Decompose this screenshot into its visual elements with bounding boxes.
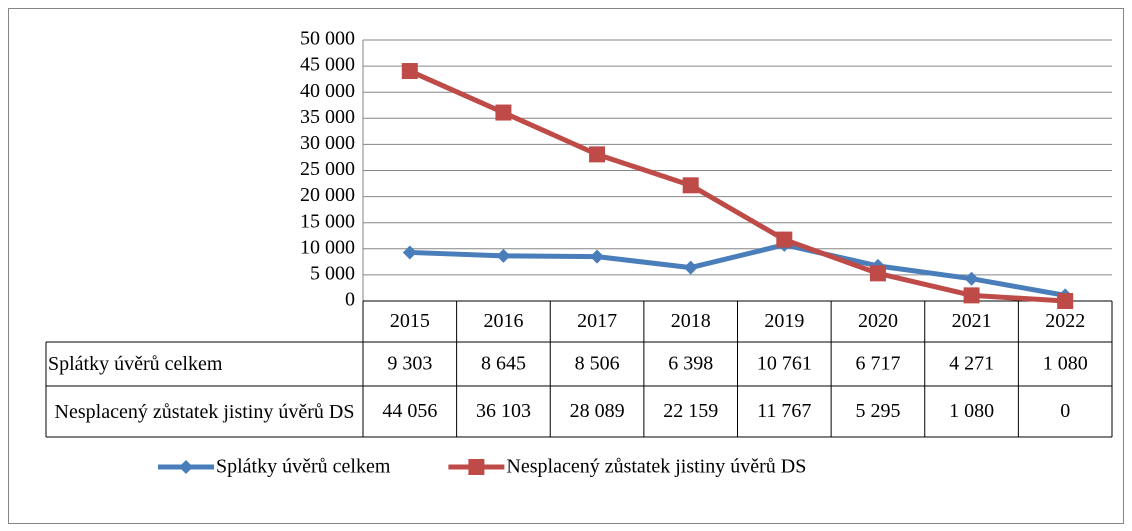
table-cell: 11 767: [757, 400, 811, 422]
row-header-text: Splátky úvěrů celkem: [48, 353, 223, 375]
marker: [964, 271, 979, 286]
y-tick-label: 15 000: [300, 210, 355, 232]
table-cell: 0: [1060, 400, 1070, 422]
y-tick-label: 40 000: [300, 80, 355, 102]
x-tick-label: 2016: [483, 310, 523, 332]
y-tick-label: 20 000: [300, 184, 355, 206]
marker: [590, 249, 605, 264]
y-tick-label: 25 000: [300, 158, 355, 180]
x-tick-label: 2015: [390, 310, 430, 332]
marker: [682, 177, 699, 194]
marker: [468, 459, 485, 475]
x-tick-label: 2022: [1045, 310, 1085, 332]
table-cell: 36 103: [476, 400, 531, 422]
y-tick-label: 45 000: [300, 54, 355, 76]
x-tick-label: 2017: [577, 310, 617, 332]
table-cell: 8 506: [575, 353, 620, 375]
x-tick-label: 2018: [671, 310, 711, 332]
x-tick-label: 2020: [858, 310, 898, 332]
marker: [401, 63, 418, 80]
series-line: [408, 68, 1066, 304]
marker: [963, 287, 980, 304]
table-cell: 1 080: [1043, 353, 1088, 375]
marker: [869, 265, 886, 282]
table-cell: 4 271: [949, 353, 994, 375]
y-tick-label: 30 000: [300, 132, 355, 154]
marker: [179, 460, 193, 474]
table-cell: 8 645: [481, 353, 526, 375]
x-tick-label: 2019: [764, 310, 804, 332]
y-tick-label: 50 000: [300, 28, 355, 50]
y-tick-label: 0: [345, 289, 355, 311]
legend-label: Splátky úvěrů celkem: [216, 456, 391, 478]
row-header-text: Nesplacený zůstatek jistiny úvěrů DS: [54, 400, 355, 423]
y-tick-label: 5 000: [310, 262, 355, 284]
marker: [402, 245, 417, 260]
y-tick-label: 35 000: [300, 106, 355, 128]
table-cell: 9 303: [387, 353, 432, 375]
marker: [589, 146, 606, 163]
table-cell: 44 056: [382, 400, 437, 422]
table-cell: 5 295: [855, 400, 900, 422]
marker: [683, 260, 698, 275]
x-tick-label: 2021: [952, 310, 992, 332]
table-cell: 6 717: [855, 353, 900, 375]
marker: [776, 231, 793, 248]
marker: [495, 104, 512, 121]
y-tick-label: 10 000: [300, 236, 355, 258]
table-row-header: Nesplacený zůstatek jistiny úvěrů DS: [54, 400, 355, 423]
legend-label: Nesplacený zůstatek jistiny úvěrů DS: [506, 456, 806, 478]
series-line: [409, 242, 1066, 298]
marker: [496, 248, 511, 263]
chart-frame: [8, 8, 1124, 524]
table-cell: 10 761: [757, 353, 812, 375]
table-cell: 22 159: [663, 400, 718, 422]
table-row-header: Splátky úvěrů celkem: [48, 353, 223, 375]
table-cell: 6 398: [668, 353, 713, 375]
table-cell: 1 080: [949, 400, 994, 422]
table-cell: 28 089: [570, 400, 625, 422]
marker: [1057, 293, 1074, 309]
